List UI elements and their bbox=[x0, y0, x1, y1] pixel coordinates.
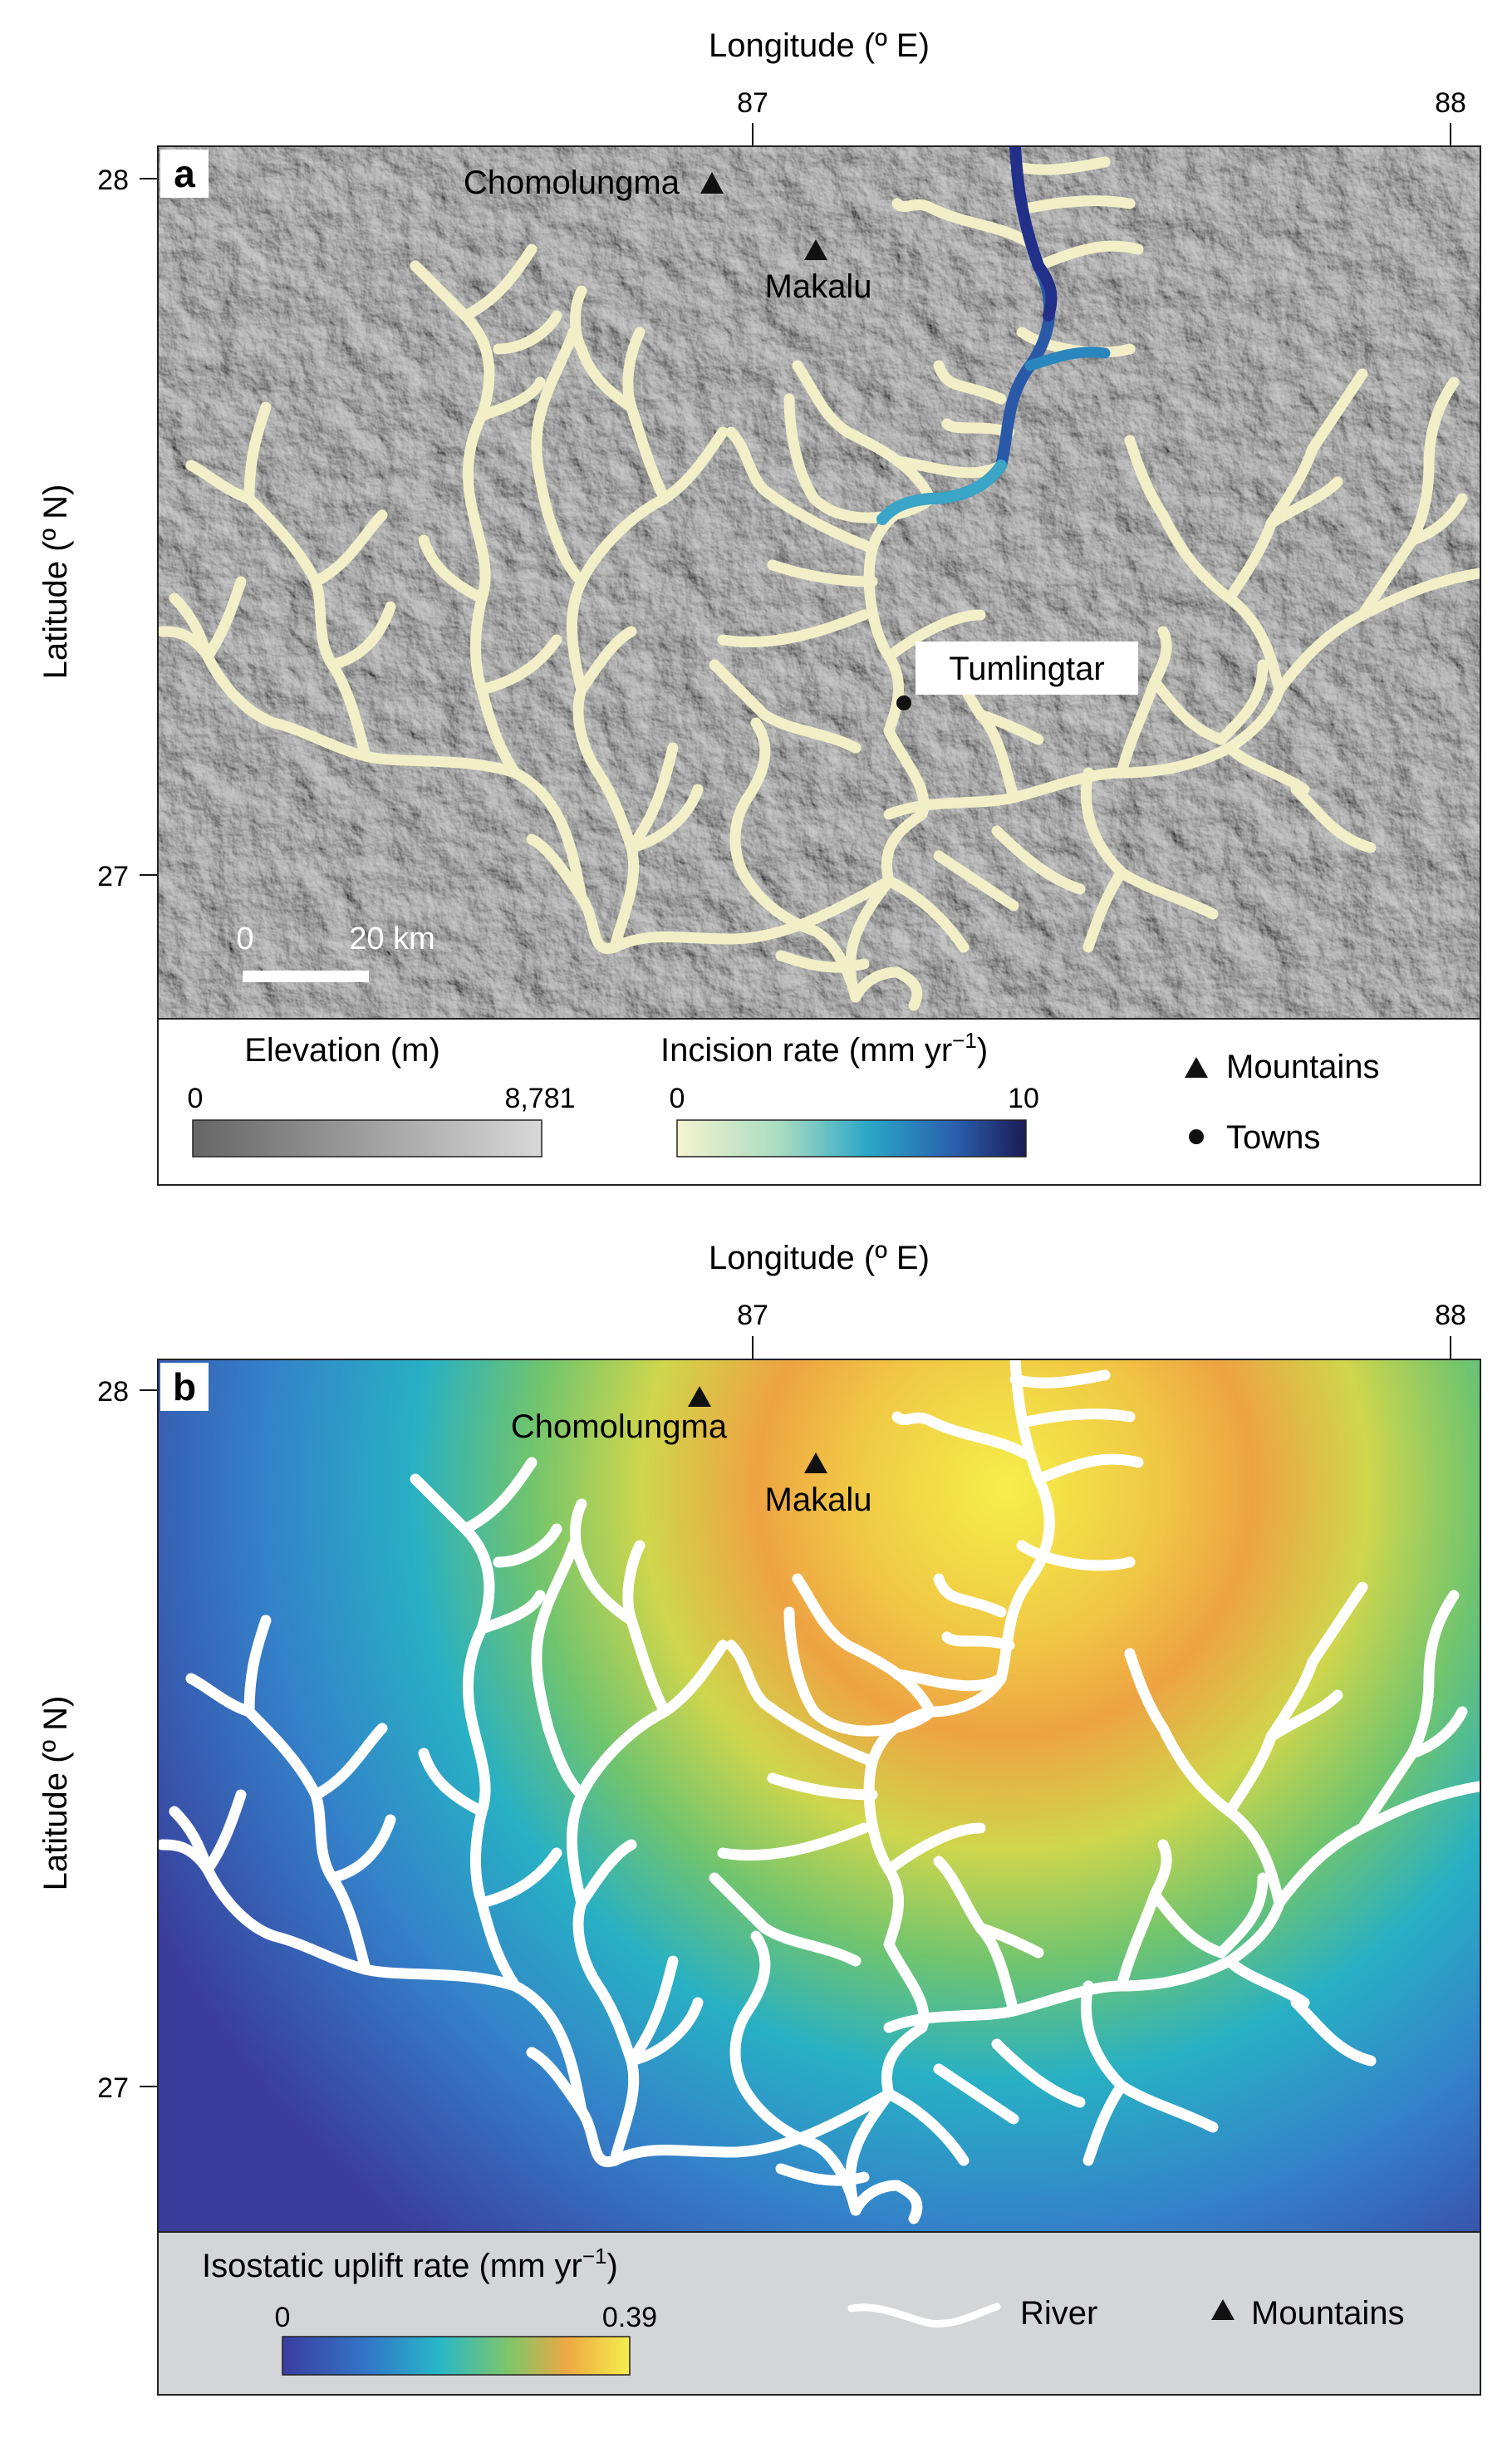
legend-mountain-icon bbox=[1211, 2299, 1235, 2320]
town-label-box bbox=[916, 641, 1138, 695]
mountain-triangle-icon bbox=[804, 239, 827, 260]
y-axis-title-a: Latitude (º N) bbox=[37, 484, 74, 680]
map-area-b bbox=[158, 1359, 1480, 2232]
elevation-colorbar bbox=[192, 1119, 542, 1158]
legend-elevation-max: 8,781 bbox=[504, 1083, 575, 1114]
legend-elevation-min: 0 bbox=[188, 1083, 204, 1114]
legend-river-icon bbox=[847, 2303, 1001, 2328]
x-axis-title-a: Longitude (º E) bbox=[709, 27, 930, 64]
town-label-tumlingtar: Tumlingtar bbox=[949, 651, 1104, 687]
panel-label-box-a bbox=[160, 150, 209, 198]
town-dot-icon bbox=[896, 696, 911, 710]
y-tick-28-b: 28 bbox=[97, 1376, 129, 1408]
mountain-label-makalu-a: Makalu bbox=[765, 268, 872, 305]
incision-mid-segment bbox=[876, 460, 1007, 525]
y-tick-27-b: 27 bbox=[97, 2072, 129, 2104]
map-area-a bbox=[158, 146, 1480, 1019]
legend-uplift-max: 0.39 bbox=[602, 2302, 657, 2333]
mountain-label-makalu-b: Makalu bbox=[765, 1482, 872, 1518]
incision-max-segment bbox=[1009, 146, 1058, 322]
legend-elevation-title: Elevation (m) bbox=[244, 1032, 440, 1069]
panel-label-box-b bbox=[160, 1363, 209, 1411]
uplift-field bbox=[158, 1359, 1480, 2232]
legend-incision-min: 0 bbox=[670, 1083, 685, 1114]
legend-incision-max: 10 bbox=[1008, 1083, 1039, 1114]
panel-label-b: b bbox=[173, 1365, 196, 1408]
legend-town-icon bbox=[1189, 1129, 1204, 1144]
legend-river-label: River bbox=[1020, 2295, 1097, 2332]
incision-tributary bbox=[1024, 347, 1111, 371]
x-tick-88-b: 88 bbox=[1435, 1300, 1466, 1331]
legend-uplift-title: Isostatic uplift rate (mm yr−1) bbox=[202, 2244, 618, 2284]
legend-uplift-min: 0 bbox=[275, 2302, 291, 2333]
mountain-label-chomolungma-a: Chomolungma bbox=[464, 165, 680, 201]
legend-incision-title: Incision rate (mm yr−1) bbox=[660, 1028, 988, 1069]
y-tick-27-a: 27 bbox=[97, 861, 129, 892]
mountain-label-chomolungma-b: Chomolungma bbox=[511, 1408, 728, 1445]
legend-mountains-label-a: Mountains bbox=[1226, 1049, 1380, 1085]
mountain-triangle-icon bbox=[804, 1452, 827, 1473]
x-axis-title-b: Longitude (º E) bbox=[709, 1240, 930, 1276]
panel-label-a: a bbox=[174, 152, 195, 195]
legend-mountains-label-b: Mountains bbox=[1251, 2295, 1405, 2332]
legend-towns-label: Towns bbox=[1226, 1119, 1320, 1156]
x-tick-88-a: 88 bbox=[1435, 87, 1466, 119]
mountain-triangle-icon bbox=[700, 172, 724, 194]
scale-bar-start: 0 bbox=[236, 922, 253, 956]
mountain-triangle-icon bbox=[688, 1386, 711, 1407]
y-axis-title-b: Latitude (º N) bbox=[37, 1696, 74, 1891]
incision-colorbar bbox=[676, 1119, 1027, 1158]
uplift-colorbar bbox=[282, 2336, 631, 2376]
x-tick-87-a: 87 bbox=[737, 87, 768, 119]
scale-bar bbox=[243, 971, 369, 982]
hillshade bbox=[158, 146, 1480, 1019]
panel-a: Longitude (º E) 87 88 Latitude (º N) 28 … bbox=[37, 27, 1481, 1186]
panel-b: Longitude (º E) 87 88 Latitude (º N) 28 … bbox=[37, 1240, 1481, 2396]
legend-mountain-icon bbox=[1185, 1057, 1208, 1078]
y-tick-28-a: 28 bbox=[97, 165, 129, 196]
x-tick-87-b: 87 bbox=[737, 1300, 768, 1331]
scale-bar-end: 20 km bbox=[349, 922, 434, 956]
